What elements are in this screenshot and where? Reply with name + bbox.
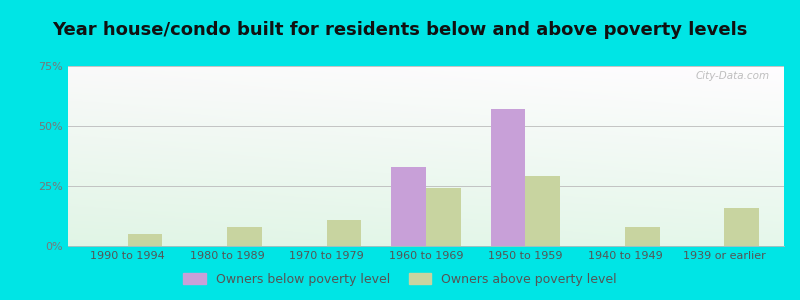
Bar — [391, 167, 426, 246]
Bar — [128, 234, 162, 246]
Text: City-Data.com: City-Data.com — [695, 71, 770, 81]
Bar — [490, 109, 526, 246]
Bar — [625, 227, 660, 246]
Legend: Owners below poverty level, Owners above poverty level: Owners below poverty level, Owners above… — [178, 268, 622, 291]
Bar — [426, 188, 461, 246]
Bar — [227, 227, 262, 246]
Bar — [326, 220, 362, 246]
Text: Year house/condo built for residents below and above poverty levels: Year house/condo built for residents bel… — [52, 21, 748, 39]
Bar — [526, 176, 560, 246]
Bar — [724, 208, 759, 246]
